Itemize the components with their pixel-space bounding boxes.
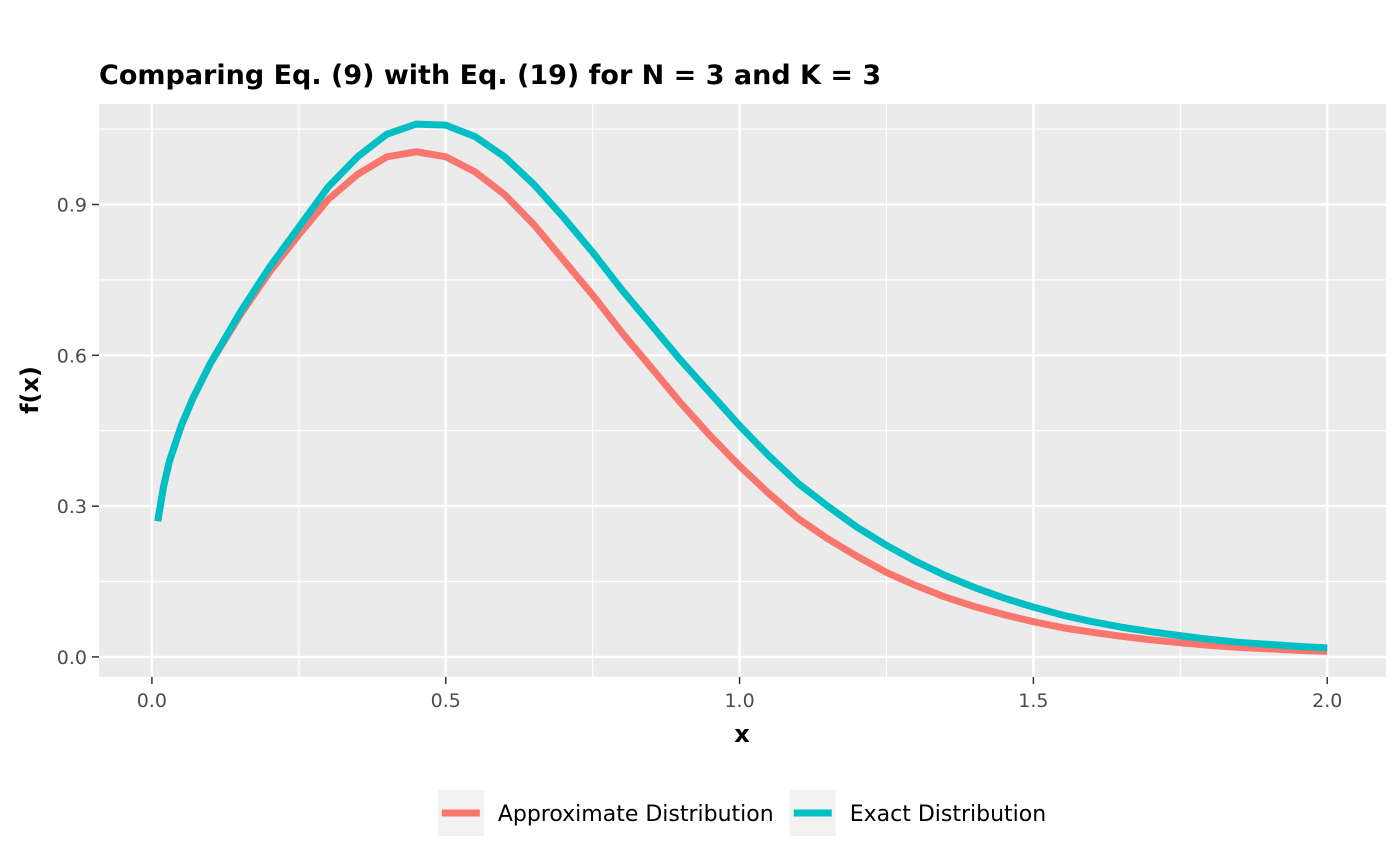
x-tick-label: 0.5 — [431, 690, 461, 712]
x-tick-label: 0.0 — [137, 690, 167, 712]
legend-label: Exact Distribution — [850, 802, 1046, 827]
legend-item-exact: Exact Distribution — [789, 790, 1046, 836]
x-tick-label: 2.0 — [1312, 690, 1342, 712]
y-tick-label: 0.6 — [57, 345, 87, 367]
x-axis: 0.0 0.5 1.0 1.5 2.0 — [137, 677, 1342, 712]
legend: Approximate Distribution Exact Distributi… — [437, 790, 1046, 836]
y-axis-title: f(x) — [16, 366, 44, 414]
x-tick-label: 1.0 — [724, 690, 754, 712]
y-tick-label: 0.0 — [57, 647, 87, 669]
series-layer — [154, 120, 1328, 655]
legend-item-approximate: Approximate Distribution — [437, 790, 774, 836]
chart-title: Comparing Eq. (9) with Eq. (19) for N = … — [99, 60, 881, 91]
y-tick-label: 0.3 — [57, 496, 87, 518]
y-tick-label: 0.9 — [57, 195, 87, 217]
x-tick-label: 1.5 — [1018, 690, 1048, 712]
x-axis-title: x — [734, 720, 750, 748]
major-grid — [99, 104, 1386, 677]
legend-label: Approximate Distribution — [498, 802, 774, 827]
plot-panel — [99, 104, 1386, 677]
series-line-exact — [154, 120, 1328, 652]
y-axis: 0.0 0.3 0.6 0.9 — [57, 195, 99, 669]
